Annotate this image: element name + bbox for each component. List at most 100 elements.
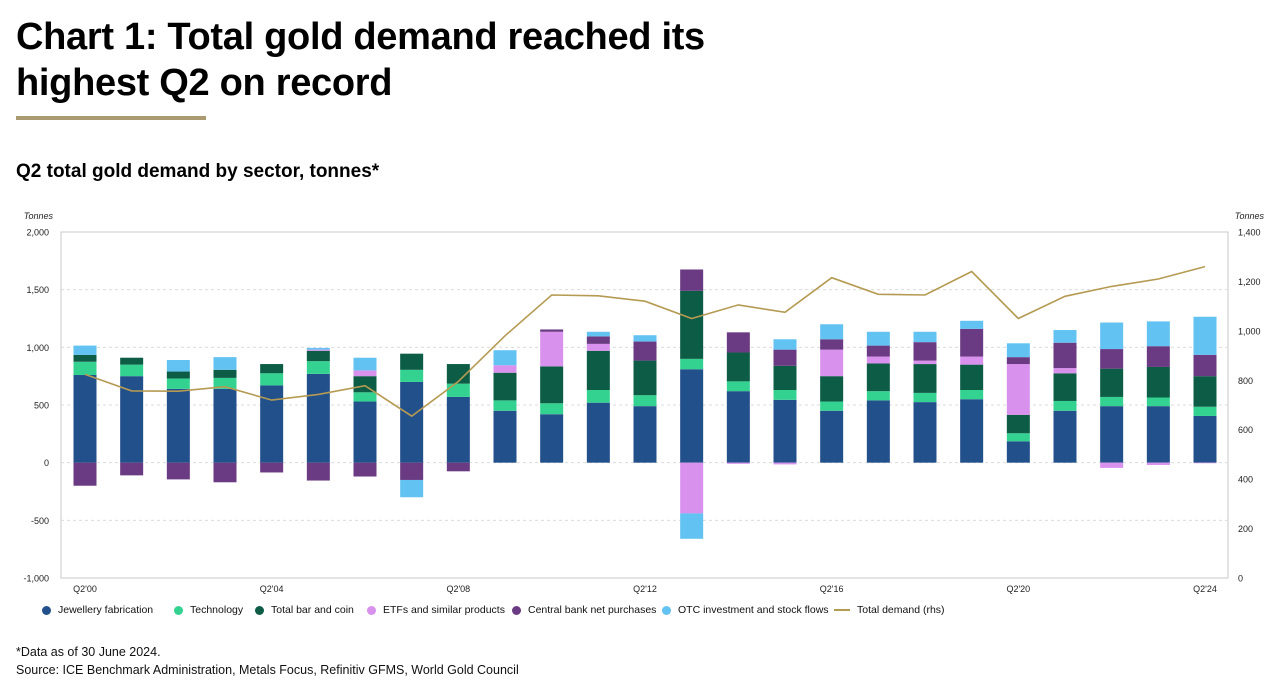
bar-segment [540,366,564,404]
x-axis-tick-label: Q2'08 [446,584,470,594]
bar-segment [213,388,237,463]
bar-segment [120,462,144,476]
x-axis-tick-label: Q2'20 [1006,584,1030,594]
bar-segment [586,350,610,391]
bar-segment [586,336,610,344]
bar-segment [1053,368,1077,374]
bar-segment [820,376,844,402]
bar-segment [680,269,704,291]
bar-segment [1193,406,1217,416]
bar-segment [1006,357,1030,365]
bar-segment [1006,433,1030,442]
bar-segment [866,391,890,401]
bar-segment [213,369,237,378]
bar-segment [1053,373,1077,401]
bar-segment [960,399,984,463]
bar-segment [73,375,97,463]
bar-segment [353,370,377,377]
footnote: *Data as of 30 June 2024. [16,645,161,659]
bar-segment [1100,406,1124,463]
bar-segment [726,391,750,463]
legend-item: OTC investment and stock flows [662,604,829,616]
bar-segment [493,350,517,366]
bar-segment [1053,330,1077,343]
x-axis-tick-label: Q2'16 [820,584,844,594]
bar-segment [306,373,330,463]
bar-segment [1193,354,1217,377]
bar-segment [1100,349,1124,369]
bar-segment [446,383,470,397]
bar-segment [1100,462,1124,468]
legend-swatch [42,605,51,615]
bar-segment [1053,342,1077,369]
legend-label: Total demand (rhs) [857,604,945,616]
bar-segment [73,361,97,376]
bar-segment [353,462,377,477]
bar-segment [353,376,377,393]
right-axis-tick-label: 0 [1238,574,1243,584]
legend-label: OTC investment and stock flows [678,604,829,616]
right-axis-tick-label: 1,400 [1238,228,1261,238]
bar-segment [306,349,330,351]
bar-segment [400,479,424,498]
x-axis-tick-label: Q2'00 [73,584,97,594]
bar-segment [773,399,797,463]
bar-segment [586,390,610,403]
bar-segment [446,462,470,472]
bar-segment [306,350,330,362]
legend-label: Jewellery fabrication [58,604,154,616]
bar-segment [726,332,750,353]
bar-segment [120,357,144,365]
bar-segment [913,360,937,365]
bar-segment [1053,400,1077,411]
bar-segment [1193,376,1217,407]
bar-segment [633,406,657,463]
x-axis-tick-label: Q2'04 [260,584,284,594]
bar-segment [913,342,937,361]
bar-segment [493,372,517,401]
bar-segment [586,331,610,337]
bar-segment [773,349,797,366]
bar-segment [633,335,657,342]
bar-segment [680,369,704,463]
bar-segment [913,331,937,343]
x-axis-tick-label: Q2'24 [1193,584,1217,594]
bar-segment [1146,397,1170,407]
bar-segment [1193,415,1217,463]
bar-segment [773,339,797,350]
legend-item: Central bank net purchases [512,604,656,616]
bar-segment [1006,364,1030,415]
legend-label: Central bank net purchases [528,604,657,616]
left-axis-tick-label: 1,000 [26,343,49,353]
chart-title-line-2: highest Q2 on record [16,62,393,104]
bar-segment [820,339,844,350]
bar-segment [166,371,190,379]
legend-item: Technology [174,604,243,616]
legend-swatch [512,605,521,615]
bar-segment [540,329,564,332]
left-axis-tick-label: 500 [34,401,49,411]
legend-item: Total demand (rhs) [834,604,945,616]
bar-segment [586,402,610,463]
bar-segment [260,373,284,386]
bar-segment [586,343,610,351]
chart-title: Chart 1: Total gold demand reached its h… [16,14,916,106]
bar-segment [166,378,190,389]
bar-segment [306,361,330,374]
bar-segment [680,290,704,359]
bar-segment [446,364,470,384]
right-axis-tick-label: 200 [1238,524,1253,534]
legend-item: Jewellery fabrication [42,604,153,616]
bar-segment [960,364,984,391]
bar-segment [960,328,984,357]
bar-segment [213,462,237,483]
bar-segment [166,462,190,480]
bar-segment [960,356,984,365]
bar-segment [680,513,704,539]
bar-segment [1146,321,1170,347]
bar-segment [353,401,377,463]
bar-segment [866,356,890,364]
bar-segment [820,324,844,340]
bar-segment [633,360,657,396]
bar-segment [726,381,750,392]
